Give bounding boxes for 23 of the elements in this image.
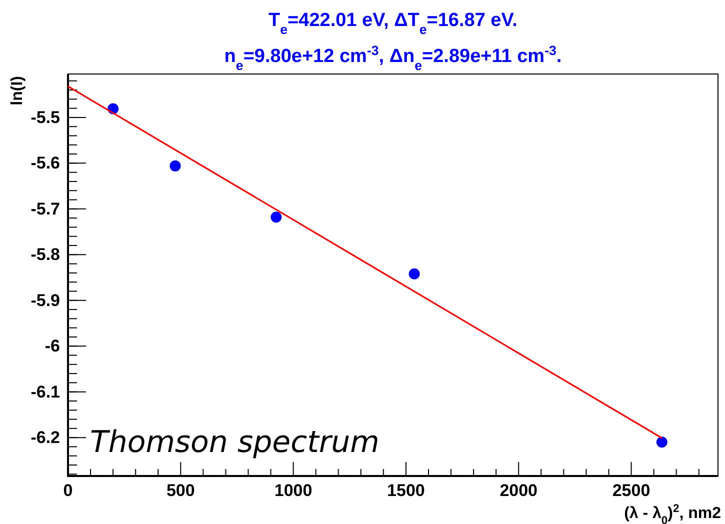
y-axis-title: ln(I) — [9, 76, 26, 106]
point — [408, 268, 420, 280]
y-tick-label: -5.7 — [30, 199, 60, 218]
x-tick-label: 1000 — [274, 481, 312, 500]
x-tick-label: 1500 — [387, 481, 425, 500]
y-tick-label: -5.9 — [30, 290, 60, 310]
y-tick-label: -5.8 — [30, 245, 60, 264]
point — [270, 212, 282, 223]
y-tick-label: -6.1 — [30, 382, 60, 402]
text: n$_{e}$=9.80e+12 cm$^{-3}$, Δn$_{e}$=2.89e+11 cm$^{-3}$. — [224, 42, 562, 72]
x-tick-label: 500 — [166, 481, 195, 500]
y-tick-label: -6.2 — [30, 428, 60, 448]
chart-title: T$_{e}$=422.01 eV, ΔT$_{e}$=16.87 eV. — [268, 10, 518, 36]
point — [656, 436, 668, 448]
x-tick-label: 2500 — [612, 481, 650, 500]
y-tick-label: -5.5 — [30, 108, 60, 127]
point — [170, 160, 181, 172]
annotation: Thomson spectrum — [90, 425, 380, 460]
x-tick-label: 2000 — [500, 481, 538, 500]
x-tick-label: 0 — [63, 481, 73, 500]
y-tick-label: -6 — [44, 336, 60, 356]
y-tick-label: -5.6 — [30, 154, 60, 173]
x-axis-title: (λ - λ$_{0}$)$^{2}$, nm2 — [624, 503, 722, 524]
